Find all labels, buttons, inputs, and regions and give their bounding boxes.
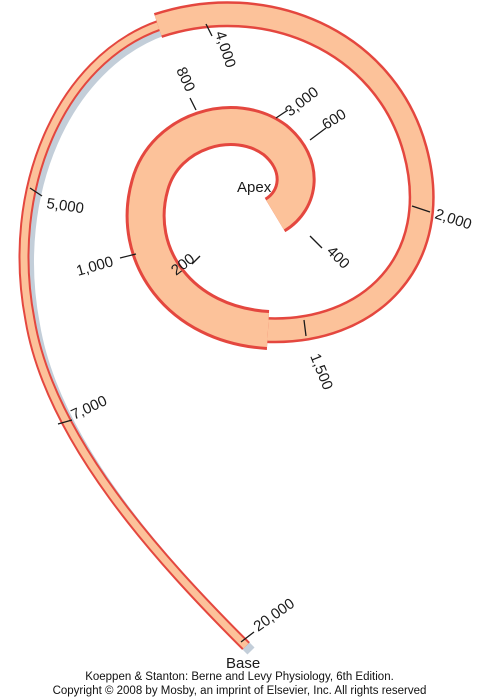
tick-3000 (275, 109, 289, 119)
freq-label-2000: 2,000 (433, 206, 474, 234)
basilar-membrane-spiral (18, 1, 435, 650)
tick-200 (191, 255, 201, 265)
tick-5000 (29, 187, 43, 197)
freq-label-4000: 4,000 (211, 29, 239, 70)
tick-2000 (411, 205, 431, 213)
tick-600 (309, 127, 327, 141)
spiral-segment-inner-fill (128, 109, 313, 347)
freq-label-400: 400 (323, 243, 353, 273)
freq-label-800: 800 (172, 65, 198, 95)
credit-line-2: Copyright © 2008 by Mosby, an imprint of… (52, 685, 427, 697)
tick-800 (189, 97, 197, 111)
apex-label: Apex (237, 179, 272, 196)
spiral-segment-outer-fill (154, 3, 433, 341)
tick-400 (309, 235, 323, 249)
freq-label-5000: 5,000 (45, 195, 85, 217)
spiral-segment-base-fill (20, 21, 249, 649)
credit-line-1: Koeppen & Stanton: Berne and Levy Physio… (85, 671, 394, 683)
tick-20000 (240, 631, 255, 643)
frequency-ticks (29, 23, 431, 643)
tick-1000 (119, 253, 137, 259)
freq-label-7000: 7,000 (69, 392, 110, 423)
freq-label-1000: 1,000 (74, 253, 115, 280)
freq-label-1500: 1,500 (306, 351, 336, 392)
base-label: Base (226, 655, 260, 672)
tick-1500 (303, 319, 307, 337)
tick-7000 (57, 419, 73, 425)
freq-label-3000: 3,000 (282, 84, 322, 121)
freq-label-20000: 20,000 (251, 595, 298, 635)
tick-4000 (205, 23, 213, 37)
